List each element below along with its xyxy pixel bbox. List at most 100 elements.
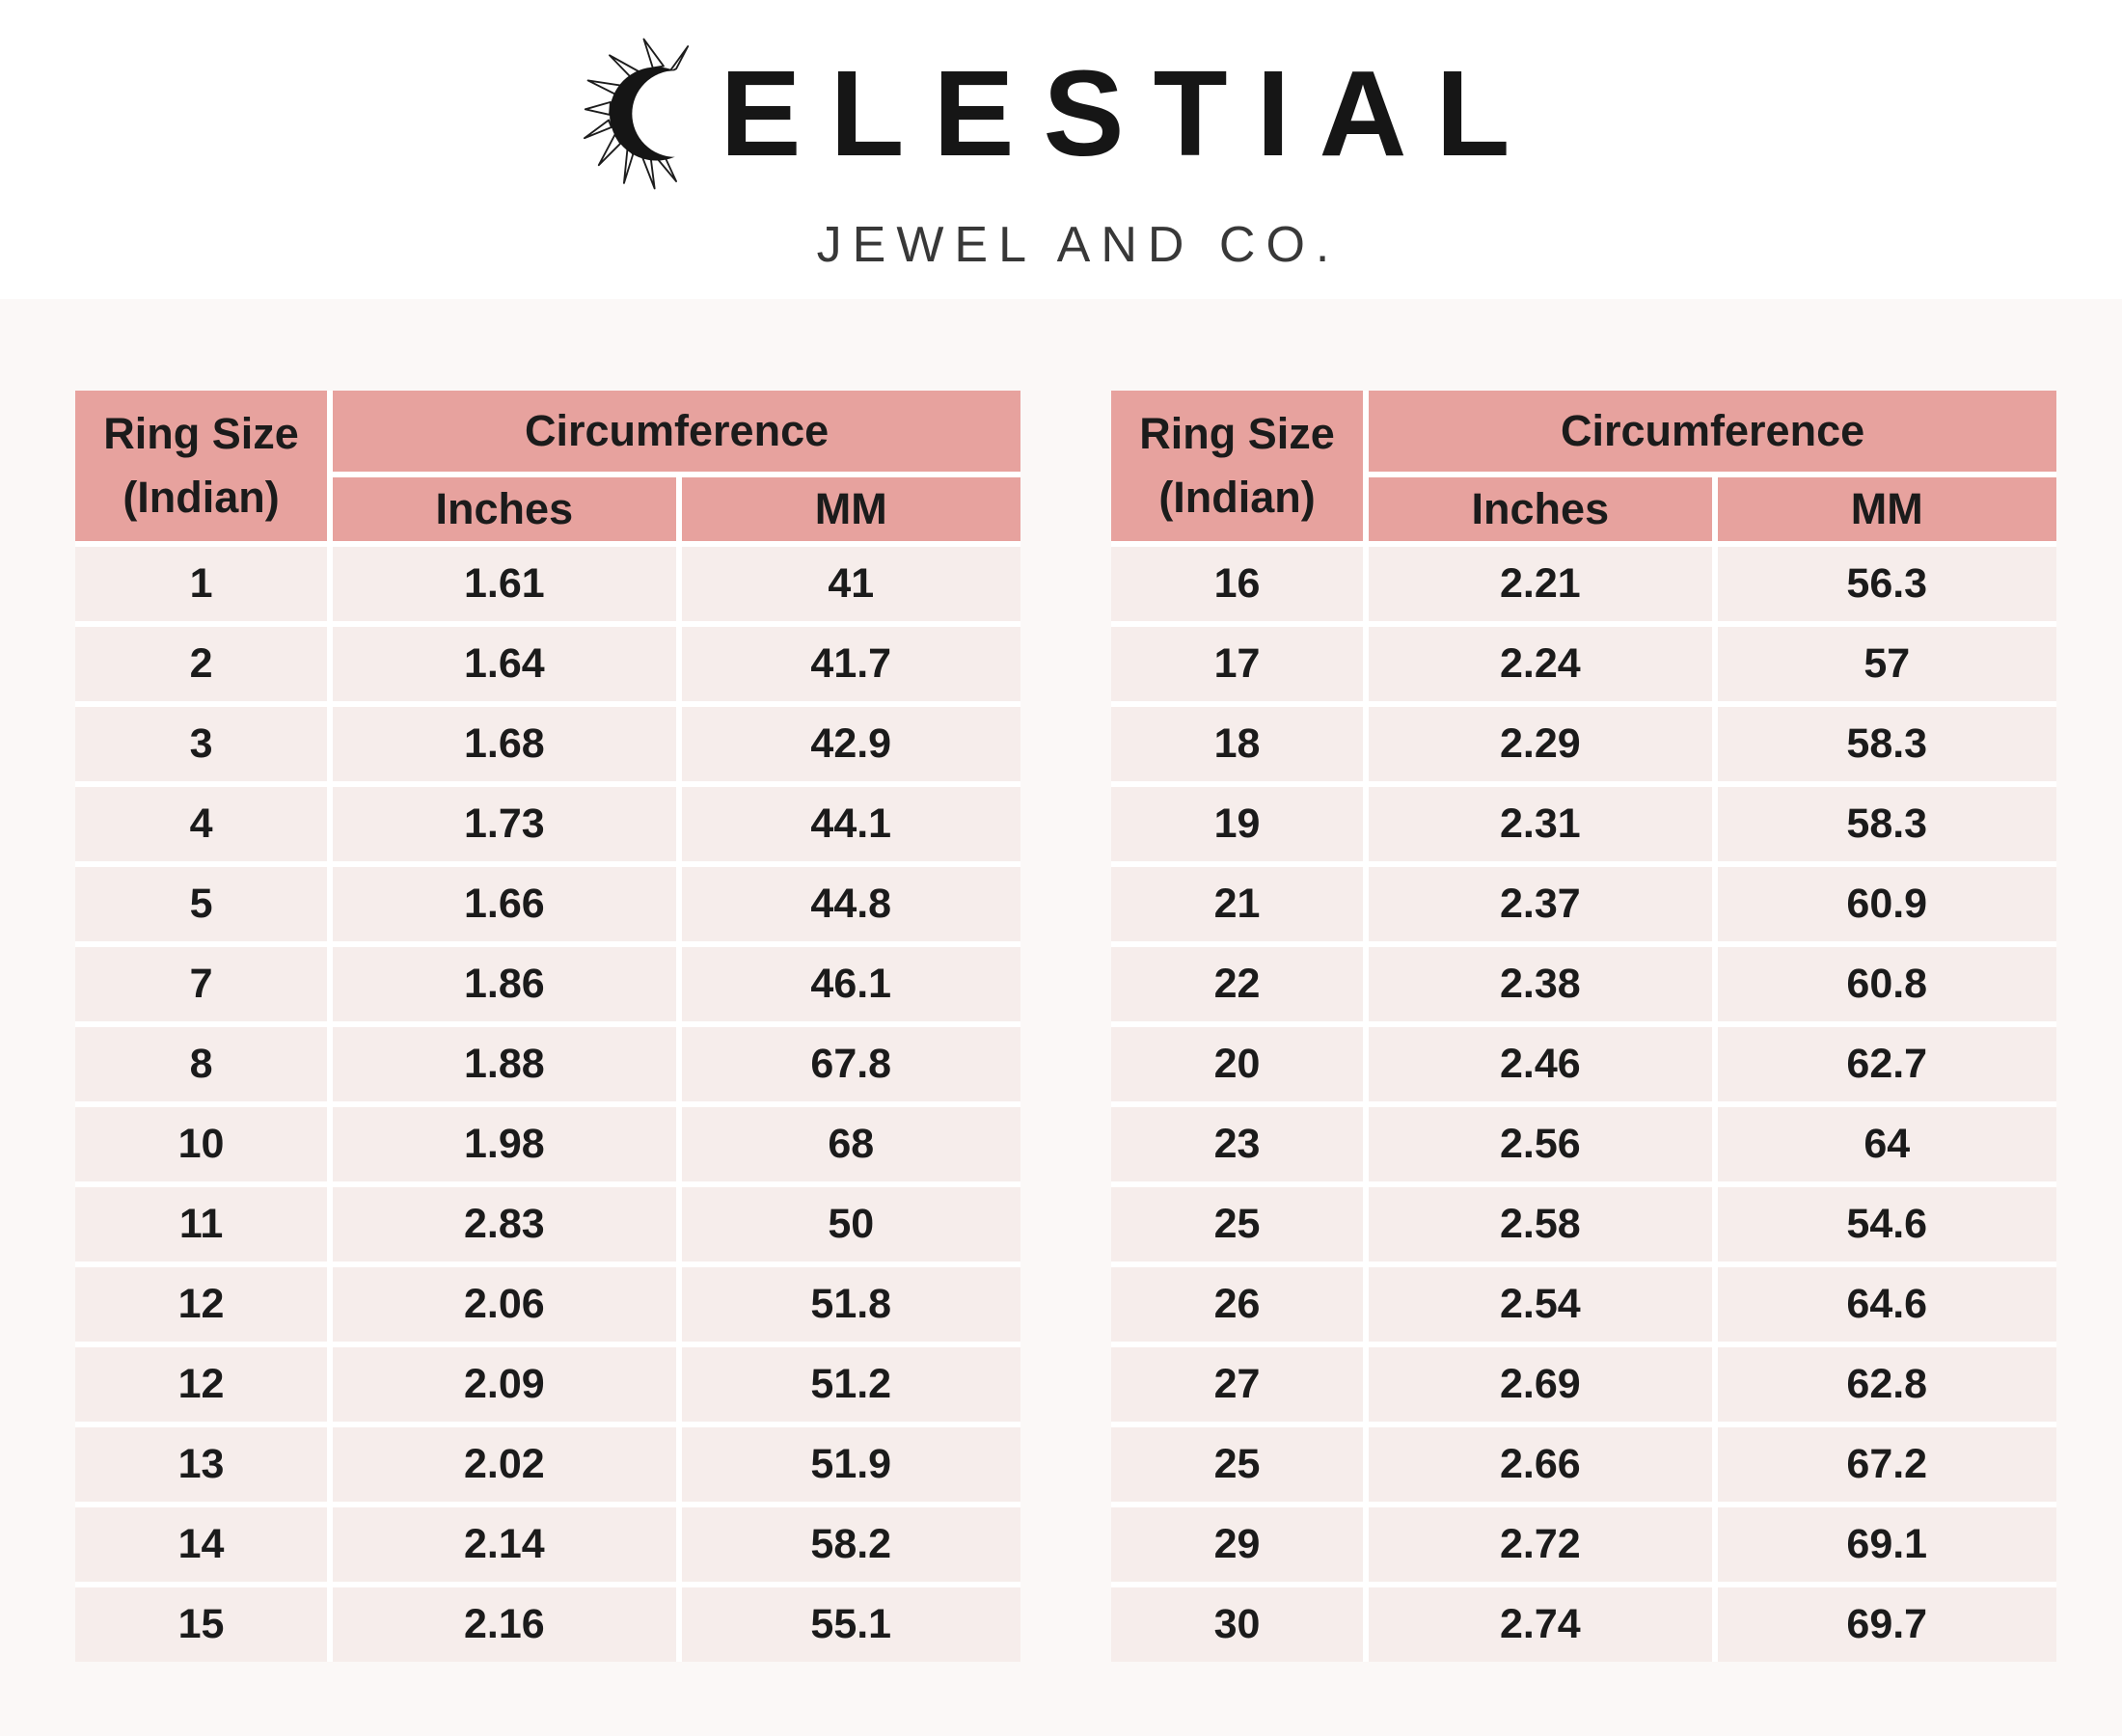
inches-cell: 2.56	[1369, 1107, 1712, 1181]
table-row: 5 1.66 44.8	[75, 867, 1020, 941]
mm-cell: 58.3	[1717, 787, 2056, 861]
ring-size-cell: 3	[75, 707, 328, 781]
inches-cell: 1.98	[333, 1107, 676, 1181]
table-row: 2 1.64 41.7	[75, 627, 1020, 701]
inches-cell: 2.46	[1369, 1027, 1712, 1101]
mm-header-cell: MM	[1717, 477, 2056, 541]
ring-size-cell: 15	[75, 1587, 328, 1662]
ring-size-cell: 1	[75, 547, 328, 621]
mm-cell: 64	[1717, 1107, 2056, 1181]
ring-size-cell: 17	[1111, 627, 1364, 701]
ring-size-cell: 19	[1111, 787, 1364, 861]
ring-size-header-line2: (Indian)	[122, 473, 280, 523]
mm-cell: 58.3	[1717, 707, 2056, 781]
mm-cell: 41.7	[681, 627, 1020, 701]
ring-size-cell: 11	[75, 1187, 328, 1261]
table-row: 25 2.58 54.6	[1111, 1187, 2056, 1261]
ring-size-cell: 22	[1111, 947, 1364, 1021]
inches-cell: 2.21	[1369, 547, 1712, 621]
mm-header-cell: MM	[681, 477, 1020, 541]
table-row: 27 2.69 62.8	[1111, 1347, 2056, 1422]
table-row: 11 2.83 50	[75, 1187, 1020, 1261]
ring-size-table-left: Ring Size (Indian) Circumference Inches …	[75, 391, 1020, 1662]
ring-size-cell: 10	[75, 1107, 328, 1181]
ring-size-tables: Ring Size (Indian) Circumference Inches …	[75, 391, 2056, 1662]
circumference-header-cell: Circumference	[1369, 391, 2056, 472]
mm-cell: 50	[681, 1187, 1020, 1261]
inches-cell: 2.72	[1369, 1507, 1712, 1582]
mm-cell: 69.7	[1717, 1587, 2056, 1662]
inches-cell: 2.69	[1369, 1347, 1712, 1422]
inches-cell: 2.66	[1369, 1427, 1712, 1502]
inches-cell: 1.61	[333, 547, 676, 621]
ring-size-cell: 12	[75, 1267, 328, 1342]
table-row: 14 2.14 58.2	[75, 1507, 1020, 1582]
ring-size-cell: 25	[1111, 1187, 1364, 1261]
ring-size-cell: 21	[1111, 867, 1364, 941]
mm-cell: 69.1	[1717, 1507, 2056, 1582]
table-row: 30 2.74 69.7	[1111, 1587, 2056, 1662]
sun-crescent-icon	[583, 37, 719, 191]
ring-size-cell: 4	[75, 787, 328, 861]
ring-size-cell: 18	[1111, 707, 1364, 781]
table-row: 23 2.56 64	[1111, 1107, 2056, 1181]
table-row: 12 2.06 51.8	[75, 1267, 1020, 1342]
table-row: 13 2.02 51.9	[75, 1427, 1020, 1502]
inches-cell: 2.58	[1369, 1187, 1712, 1261]
table-row: 29 2.72 69.1	[1111, 1507, 2056, 1582]
inches-cell: 1.64	[333, 627, 676, 701]
circumference-header-cell: Circumference	[333, 391, 1020, 472]
ring-size-cell: 27	[1111, 1347, 1364, 1422]
table-row: 8 1.88 67.8	[75, 1027, 1020, 1101]
inches-cell: 2.29	[1369, 707, 1712, 781]
mm-cell: 64.6	[1717, 1267, 2056, 1342]
mm-cell: 62.8	[1717, 1347, 2056, 1422]
mm-cell: 60.8	[1717, 947, 2056, 1021]
inches-cell: 1.68	[333, 707, 676, 781]
inches-cell: 2.14	[333, 1507, 676, 1582]
table-row: 19 2.31 58.3	[1111, 787, 2056, 861]
table-row: 18 2.29 58.3	[1111, 707, 2056, 781]
inches-cell: 1.66	[333, 867, 676, 941]
ring-size-cell: 8	[75, 1027, 328, 1101]
inches-cell: 2.74	[1369, 1587, 1712, 1662]
ring-size-cell: 16	[1111, 547, 1364, 621]
ring-size-cell: 23	[1111, 1107, 1364, 1181]
table-row: 17 2.24 57	[1111, 627, 2056, 701]
ring-size-header-line1: Ring Size	[1139, 408, 1335, 458]
table-header: Ring Size (Indian) Circumference Inches …	[75, 391, 1020, 541]
mm-cell: 68	[681, 1107, 1020, 1181]
table-row: 16 2.21 56.3	[1111, 547, 2056, 621]
inches-cell: 2.16	[333, 1587, 676, 1662]
table-row: 15 2.16 55.1	[75, 1587, 1020, 1662]
ring-size-cell: 2	[75, 627, 328, 701]
mm-cell: 44.1	[681, 787, 1020, 861]
mm-cell: 51.2	[681, 1347, 1020, 1422]
mm-cell: 44.8	[681, 867, 1020, 941]
ring-size-cell: 30	[1111, 1587, 1364, 1662]
inches-cell: 2.38	[1369, 947, 1712, 1021]
ring-size-cell: 5	[75, 867, 328, 941]
table-row: 26 2.54 64.6	[1111, 1267, 2056, 1342]
table-body: 16 2.21 56.3 17 2.24 57 18 2.29 58.3	[1111, 547, 2056, 1662]
inches-cell: 2.83	[333, 1187, 676, 1261]
ring-size-cell: 13	[75, 1427, 328, 1502]
brand-subtitle: JEWEL AND CO.	[816, 217, 1341, 273]
mm-cell: 56.3	[1717, 547, 2056, 621]
mm-cell: 41	[681, 547, 1020, 621]
table-header: Ring Size (Indian) Circumference Inches …	[1111, 391, 2056, 541]
table-row: 7 1.86 46.1	[75, 947, 1020, 1021]
table-row: 10 1.98 68	[75, 1107, 1020, 1181]
ring-size-header-cell: Ring Size (Indian)	[1111, 391, 1364, 541]
brand-row: ELESTIAL	[583, 37, 1538, 191]
ring-size-header-line1: Ring Size	[103, 408, 299, 458]
mm-cell: 62.7	[1717, 1027, 2056, 1101]
table-row: 25 2.66 67.2	[1111, 1427, 2056, 1502]
ring-size-header-line2: (Indian)	[1158, 473, 1316, 523]
ring-size-cell: 20	[1111, 1027, 1364, 1101]
inches-cell: 2.31	[1369, 787, 1712, 861]
mm-cell: 42.9	[681, 707, 1020, 781]
ring-size-cell: 25	[1111, 1427, 1364, 1502]
ring-size-cell: 12	[75, 1347, 328, 1422]
mm-cell: 55.1	[681, 1587, 1020, 1662]
